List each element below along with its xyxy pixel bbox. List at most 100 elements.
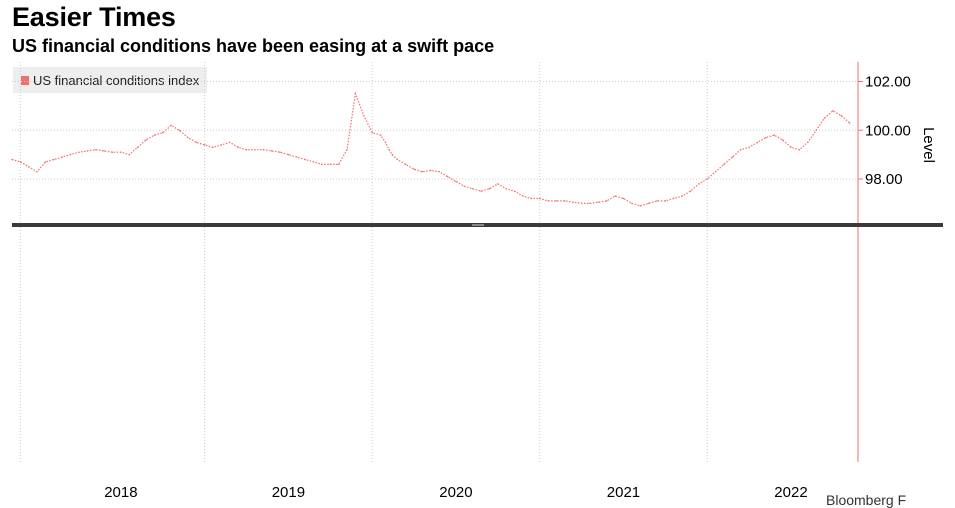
data-point [513, 190, 516, 192]
data-point [178, 129, 181, 131]
data-point [128, 153, 130, 156]
divider-handle [472, 224, 484, 226]
data-point [714, 170, 717, 173]
data-point [748, 146, 750, 149]
chart-subtitle: US financial conditions have been easing… [12, 36, 495, 56]
data-point [781, 139, 784, 141]
data-point [371, 131, 373, 134]
data-point [312, 161, 315, 163]
data-point [19, 161, 22, 163]
data-point [86, 150, 89, 152]
data-point [321, 163, 323, 166]
data-point [505, 188, 507, 190]
data-point [446, 175, 449, 178]
data-point [664, 200, 667, 202]
data-point [304, 158, 306, 161]
data-point [337, 163, 340, 166]
data-point [354, 92, 357, 95]
data-point [597, 201, 600, 203]
data-point [832, 110, 834, 112]
data-point [203, 144, 206, 146]
data-point [572, 201, 574, 203]
data-point [404, 163, 407, 166]
data-point [731, 156, 734, 158]
data-point [421, 170, 424, 173]
data-point [580, 202, 583, 205]
data-point [790, 146, 792, 149]
data-point [262, 149, 264, 151]
x-tick-label: 2022 [774, 484, 807, 501]
data-point [229, 141, 231, 144]
data-point [28, 166, 30, 168]
data-point [430, 169, 432, 172]
data-point [497, 183, 499, 185]
data-point [848, 122, 851, 124]
data-point [279, 151, 281, 153]
data-point [681, 195, 683, 197]
data-point [463, 185, 466, 188]
data-point [245, 149, 248, 151]
data-point [388, 149, 390, 151]
data-point [480, 190, 482, 192]
data-point [136, 146, 139, 149]
data-point [287, 153, 290, 156]
data-point [61, 156, 63, 158]
x-tick-label: 2021 [607, 484, 640, 501]
data-point [44, 161, 47, 163]
data-point [530, 197, 533, 200]
data-point [589, 202, 591, 205]
data-point [438, 170, 440, 173]
data-point [145, 139, 147, 141]
data-point [237, 146, 239, 149]
data-point [384, 141, 387, 144]
y-tick-label: 100.00 [865, 122, 911, 139]
data-point [564, 200, 566, 202]
legend-swatch [21, 75, 29, 85]
data-point [195, 141, 197, 144]
data-point [120, 151, 122, 153]
data-point [346, 149, 348, 151]
series-line [11, 91, 850, 207]
data-point [522, 195, 524, 197]
data-point [547, 200, 549, 202]
data-point [555, 200, 558, 202]
data-point [103, 150, 105, 152]
data-point [36, 170, 38, 173]
data-point [11, 158, 13, 161]
x-tick-label: 2019 [272, 484, 305, 501]
x-tick-label: 2020 [439, 484, 472, 501]
data-point [170, 124, 172, 127]
data-point [162, 131, 164, 134]
data-point [69, 153, 72, 156]
data-point [363, 114, 365, 117]
data-point [329, 163, 331, 166]
data-point [723, 163, 725, 166]
data-point [689, 190, 692, 192]
data-point [220, 144, 223, 146]
data-point [614, 195, 616, 197]
y-tick-label: 102.00 [865, 74, 911, 91]
data-point [187, 136, 189, 139]
data-point [254, 149, 256, 151]
chart-title: Easier Times [12, 2, 176, 32]
data-point [765, 136, 767, 139]
data-point [95, 149, 97, 151]
data-point [212, 146, 214, 149]
data-point [539, 197, 541, 200]
data-point [698, 183, 700, 185]
data-point [673, 197, 675, 200]
data-point [756, 141, 759, 144]
data-point [153, 134, 156, 136]
x-tick-label: 2018 [104, 484, 137, 501]
data-point [488, 188, 491, 190]
data-point [840, 114, 842, 117]
data-point [815, 129, 817, 131]
data-point [622, 197, 625, 200]
source-footer: Bloomberg F [826, 492, 907, 508]
data-point [111, 151, 114, 153]
data-point [807, 141, 809, 144]
data-point [639, 205, 641, 207]
y-axis-label: Level [920, 127, 937, 163]
legend-label: US financial conditions index [33, 72, 200, 88]
